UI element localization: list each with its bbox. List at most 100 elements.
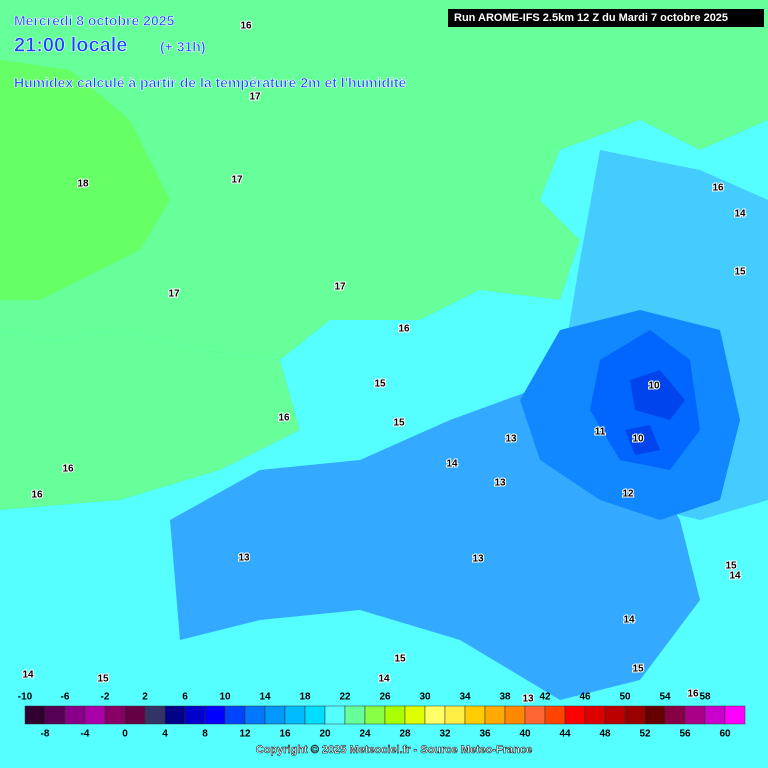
- contour-label: 10: [648, 381, 660, 392]
- contour-label: 16: [712, 183, 724, 194]
- zone-10: [625, 370, 685, 455]
- contour-label: 14: [446, 459, 458, 470]
- contour-label: 13: [494, 478, 506, 489]
- time-label: 21:00 locale: [14, 34, 127, 56]
- date-label: Mercredi 8 octobre 2025: [14, 13, 175, 29]
- contour-label: 14: [734, 209, 746, 220]
- scale-top-label: 26: [379, 692, 391, 703]
- scale-bottom-label: -4: [81, 729, 90, 740]
- scale-top-label: 10: [219, 692, 231, 703]
- scale-cell: [104, 705, 126, 725]
- contour-label: 12: [622, 489, 634, 500]
- scale-cell: [244, 705, 266, 725]
- scale-top-label: -10: [18, 692, 33, 703]
- scale-cell: [44, 705, 66, 725]
- scale-bottom-label: 0: [122, 729, 128, 740]
- scale-top-label: 46: [579, 692, 591, 703]
- contour-label: 15: [394, 654, 406, 665]
- scale-bottom-label: 40: [519, 729, 531, 740]
- copyright: Copyright © 2025 Meteociel.fr - Source M…: [256, 744, 532, 756]
- scale-top-label: -6: [61, 692, 70, 703]
- scale-cell: [384, 705, 406, 725]
- scale-bottom-label: 4: [162, 729, 168, 740]
- scale-cell: [424, 705, 446, 725]
- contour-label: 11: [595, 427, 606, 438]
- scale-cell: [324, 705, 346, 725]
- contour-label: 17: [231, 175, 243, 186]
- scale-cell: [224, 705, 246, 725]
- scale-bottom-label: 16: [279, 729, 291, 740]
- scale-cell: [344, 705, 366, 725]
- contour-label: 16: [240, 21, 252, 32]
- contour-label: 17: [168, 289, 180, 300]
- scale-cell: [524, 705, 546, 725]
- zone-16-17: [0, 330, 300, 510]
- scale-cell: [544, 705, 566, 725]
- scale-cell: [464, 705, 486, 725]
- scale-top-label: 54: [659, 692, 671, 703]
- scale-cell: [664, 705, 686, 725]
- scale-top-label: 42: [539, 692, 551, 703]
- scale-top-label: 58: [699, 692, 711, 703]
- contour-label: 10: [632, 434, 644, 445]
- scale-cell: [84, 705, 106, 725]
- scale-cell: [164, 705, 186, 725]
- contour-label: 13: [238, 553, 250, 564]
- contour-label: 16: [398, 324, 410, 335]
- scale-top-label: 38: [499, 692, 511, 703]
- contour-label: 14: [378, 674, 390, 685]
- scale-top-label: -2: [101, 692, 110, 703]
- scale-top-label: 6: [182, 692, 188, 703]
- scale-bottom-label: 28: [399, 729, 411, 740]
- contour-label: 15: [97, 674, 109, 685]
- scale-top-label: 34: [459, 692, 471, 703]
- contour-label: 14: [623, 615, 635, 626]
- contour-label: 15: [734, 267, 746, 278]
- scale-top-label: 22: [339, 692, 351, 703]
- contour-label: 14: [729, 571, 741, 582]
- scale-top-label: 18: [299, 692, 311, 703]
- scale-bottom-label: 44: [559, 729, 571, 740]
- scale-bottom-label: 56: [679, 729, 691, 740]
- scale-cell: [64, 705, 86, 725]
- contour-label: 15: [725, 561, 737, 572]
- scale-bottom-label: 36: [479, 729, 491, 740]
- scale-bottom-label: 32: [439, 729, 451, 740]
- scale-top-label: 30: [419, 692, 431, 703]
- scale-bottom-label: 24: [359, 729, 371, 740]
- scale-cell: [364, 705, 386, 725]
- scale-bottom-label: 48: [599, 729, 611, 740]
- contour-label: 16: [687, 689, 699, 700]
- lead-label: (+ 31h): [160, 39, 206, 55]
- scale-cell: [704, 705, 726, 725]
- scale-bottom-label: 8: [202, 729, 208, 740]
- scale-cell: [684, 705, 706, 725]
- scale-cell: [204, 705, 226, 725]
- scale-bottom-label: 60: [719, 729, 731, 740]
- scale-cell: [304, 705, 326, 725]
- contour-label: 16: [62, 464, 74, 475]
- scale-cell: [404, 705, 426, 725]
- zone-17: [0, 0, 768, 360]
- scale-cell: [644, 705, 666, 725]
- scale-top-label: 50: [619, 692, 631, 703]
- scale-cell: [264, 705, 286, 725]
- scale-cell: [484, 705, 506, 725]
- contour-label: 18: [77, 179, 89, 190]
- contour-label: 13: [472, 554, 484, 565]
- scale-bottom-label: -8: [41, 729, 50, 740]
- scale-top-label: 14: [259, 692, 271, 703]
- contour-label: 17: [249, 92, 261, 103]
- scale-bottom-label: 12: [239, 729, 251, 740]
- description-label: Humidex calculé à partir de la températu…: [14, 75, 407, 91]
- contour-label: 15: [393, 418, 405, 429]
- scale-bottom-label: 52: [639, 729, 651, 740]
- contour-label: 14: [22, 670, 34, 681]
- contour-label: 13: [505, 434, 517, 445]
- scale-top-label: 2: [142, 692, 148, 703]
- zone-18: [0, 60, 170, 300]
- scale-cell: [504, 705, 526, 725]
- contour-label: 16: [278, 413, 290, 424]
- scale-cell: [724, 705, 746, 725]
